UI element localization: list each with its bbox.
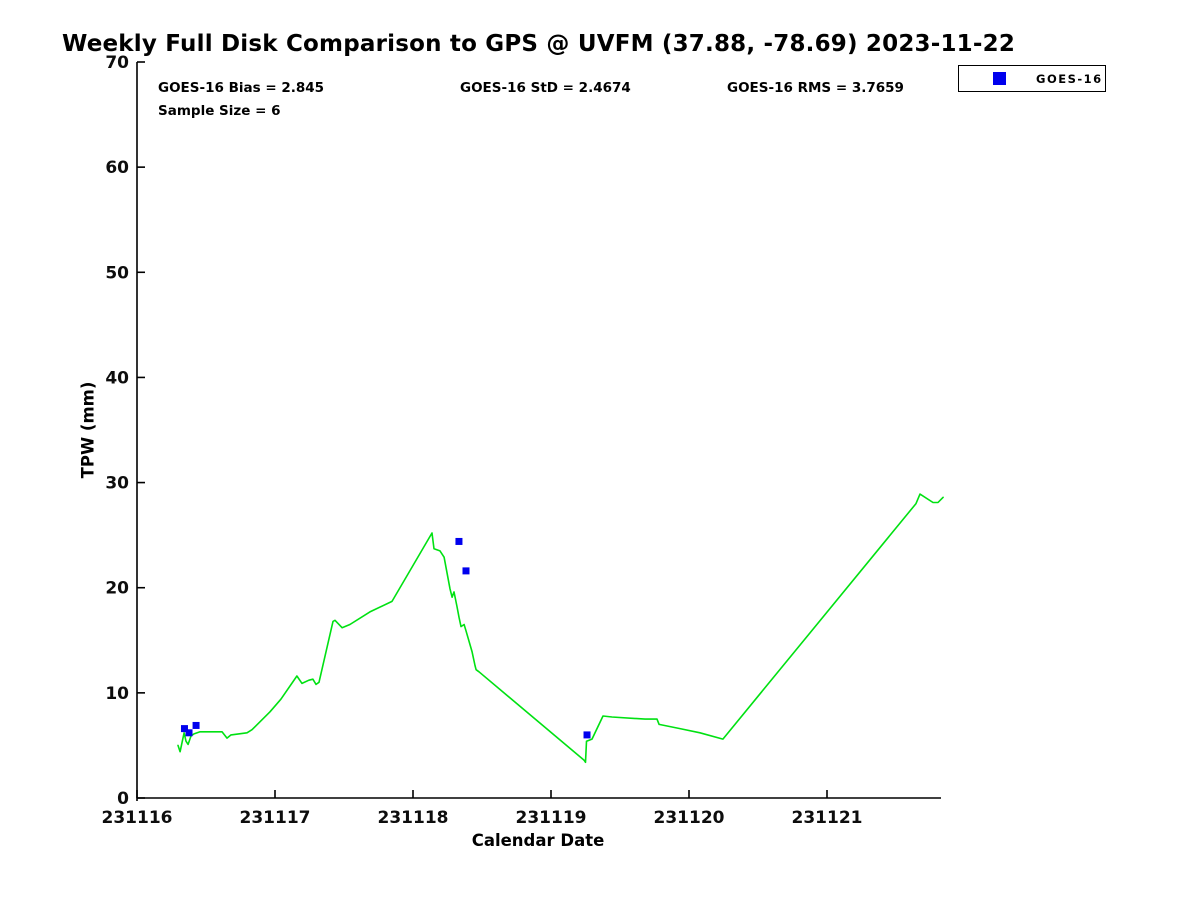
x-tick-label: 231116 bbox=[102, 808, 173, 828]
y-axis-label: TPW (mm) bbox=[78, 381, 98, 479]
stat-std: GOES-16 StD = 2.4674 bbox=[460, 80, 631, 96]
y-tick-label: 70 bbox=[105, 53, 129, 73]
x-axis-label: Calendar Date bbox=[471, 831, 605, 850]
x-tick-label: 231121 bbox=[792, 808, 863, 828]
goes16-marker bbox=[455, 537, 463, 545]
legend-marker-square-icon bbox=[993, 72, 1006, 85]
goes16-marker bbox=[185, 729, 193, 737]
x-tick-label: 231120 bbox=[654, 808, 725, 828]
y-tick-label: 0 bbox=[117, 789, 129, 809]
goes16-marker bbox=[192, 721, 200, 729]
goes16-marker bbox=[180, 725, 188, 733]
chart-title: Weekly Full Disk Comparison to GPS @ UVF… bbox=[61, 31, 1016, 57]
y-tick-label: 50 bbox=[105, 263, 129, 283]
axis-frame bbox=[136, 62, 941, 801]
legend: GOES-16 bbox=[958, 65, 1106, 92]
y-tick-label: 40 bbox=[105, 368, 129, 388]
stat-rms: GOES-16 RMS = 3.7659 bbox=[727, 80, 904, 96]
x-tick-label: 231117 bbox=[240, 808, 311, 828]
y-tick-label: 60 bbox=[105, 158, 129, 178]
x-tick-label: 231119 bbox=[516, 808, 587, 828]
x-tick-label: 231118 bbox=[378, 808, 449, 828]
y-tick-label: 10 bbox=[105, 684, 129, 704]
legend-label-goes16: GOES-16 bbox=[1036, 71, 1103, 86]
stat-bias: GOES-16 Bias = 2.845 bbox=[158, 80, 325, 96]
stat-sample-size: Sample Size = 6 bbox=[158, 103, 281, 119]
gps-line bbox=[177, 493, 944, 764]
goes16-marker bbox=[462, 567, 470, 575]
y-tick-label: 20 bbox=[105, 579, 129, 599]
goes16-marker bbox=[583, 731, 591, 739]
y-tick-label: 30 bbox=[105, 474, 129, 494]
